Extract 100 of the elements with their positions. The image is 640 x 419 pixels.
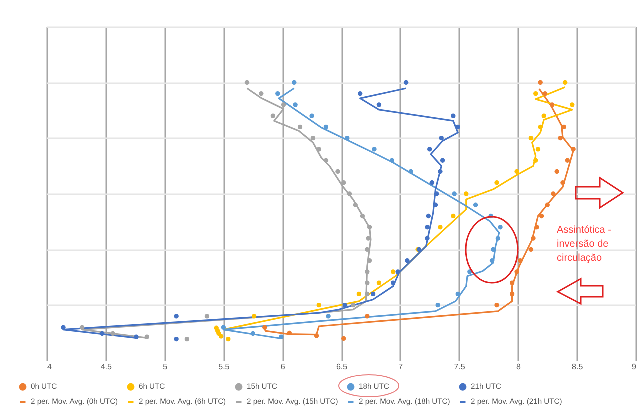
- point: [372, 147, 377, 152]
- point: [428, 147, 432, 152]
- point: [292, 80, 297, 86]
- point: [440, 158, 446, 163]
- point: [456, 124, 460, 130]
- point: [534, 225, 540, 230]
- point: [370, 292, 376, 297]
- point: [298, 124, 303, 130]
- point: [184, 336, 190, 342]
- point: [316, 302, 322, 308]
- point: [518, 258, 523, 264]
- point: [293, 102, 298, 108]
- point: [531, 236, 536, 241]
- point: [110, 331, 116, 336]
- point: [528, 247, 534, 252]
- point: [536, 147, 541, 152]
- point: [244, 80, 250, 86]
- point: [404, 80, 409, 86]
- point: [367, 258, 372, 264]
- point: [259, 91, 264, 96]
- point: [560, 180, 566, 186]
- point: [408, 169, 414, 174]
- x-tick-label: 9: [632, 362, 638, 372]
- point: [390, 270, 396, 274]
- point: [314, 334, 320, 338]
- point: [539, 214, 544, 219]
- x-tick-label: 4.5: [100, 362, 113, 372]
- point: [365, 314, 370, 319]
- point: [510, 292, 515, 297]
- point: [558, 136, 563, 141]
- point: [426, 214, 432, 219]
- point: [365, 292, 370, 297]
- point: [366, 236, 371, 241]
- point: [562, 80, 568, 86]
- point: [390, 280, 396, 286]
- point: [80, 325, 85, 330]
- point: [365, 280, 370, 286]
- point: [310, 136, 316, 141]
- point: [439, 136, 444, 141]
- point: [219, 334, 224, 339]
- point: [174, 314, 179, 319]
- point: [433, 202, 438, 208]
- point: [342, 302, 348, 308]
- point: [438, 225, 443, 230]
- point: [252, 314, 257, 319]
- point: [287, 330, 292, 336]
- point: [174, 336, 179, 342]
- point: [534, 158, 538, 163]
- point: [342, 180, 346, 186]
- point: [134, 334, 139, 340]
- point: [396, 270, 400, 274]
- point: [345, 136, 350, 141]
- point: [551, 192, 556, 196]
- x-tick-label: 5: [163, 362, 168, 372]
- point: [358, 91, 363, 96]
- point: [316, 147, 322, 152]
- point: [221, 325, 226, 330]
- point: [61, 325, 66, 330]
- point: [456, 292, 460, 297]
- point: [262, 325, 268, 330]
- point: [356, 292, 362, 297]
- point: [405, 258, 410, 264]
- point: [565, 158, 570, 163]
- point: [310, 114, 314, 118]
- point: [270, 114, 276, 118]
- point: [324, 158, 329, 163]
- x-tick-label: 8.5: [572, 362, 584, 372]
- point: [324, 124, 329, 130]
- annotation: Assintótica - inversão de circulação: [557, 225, 612, 264]
- point: [436, 302, 440, 308]
- point: [538, 124, 543, 130]
- point: [514, 169, 520, 174]
- point: [434, 192, 440, 196]
- point: [545, 202, 550, 208]
- point: [144, 334, 150, 340]
- point: [425, 225, 430, 230]
- point: [473, 202, 478, 208]
- point: [250, 331, 256, 336]
- point: [452, 192, 457, 196]
- point: [570, 102, 575, 108]
- point: [376, 102, 382, 108]
- point: [538, 80, 543, 86]
- point: [279, 334, 284, 340]
- point: [100, 331, 105, 336]
- x-tick-label: 6: [280, 362, 286, 372]
- point: [281, 102, 286, 108]
- point: [451, 214, 456, 219]
- point: [464, 192, 469, 196]
- point: [376, 280, 382, 286]
- x-tick-label: 7.5: [454, 362, 466, 372]
- point: [554, 169, 560, 174]
- point: [425, 236, 430, 241]
- point: [350, 302, 356, 308]
- point: [367, 225, 372, 230]
- point: [353, 202, 358, 208]
- point: [438, 169, 443, 174]
- point: [494, 180, 500, 186]
- point: [360, 214, 366, 219]
- point: [571, 147, 576, 152]
- point: [498, 225, 503, 230]
